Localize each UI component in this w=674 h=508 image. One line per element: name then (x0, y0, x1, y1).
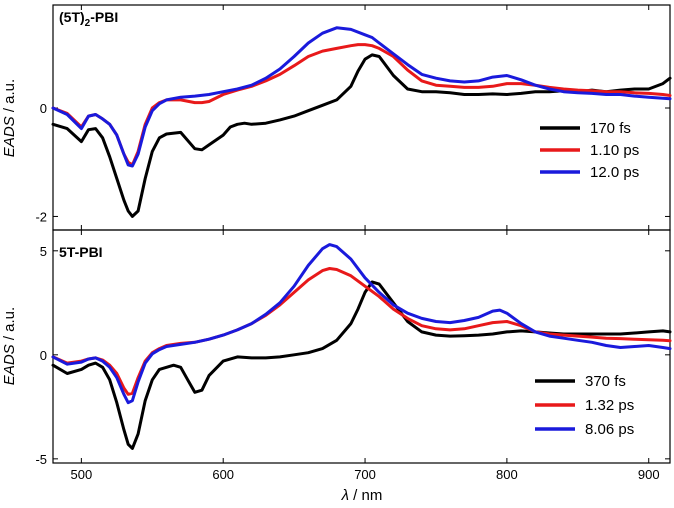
x-axis-label: λ / nm (341, 487, 383, 504)
legend: 170 fs 1.10 ps 12.0 ps (540, 120, 639, 181)
x-tick-label: 700 (354, 467, 376, 482)
legend-label: 12.0 ps (590, 164, 639, 181)
legend-label: 370 fs (585, 373, 626, 390)
series-line-2 (51, 26, 672, 168)
panel-5t-pbi: 500 600 700 800 900 -5 0 5 5T-PBI 370 fs 1.32 ps… (1, 229, 672, 482)
panel-title: (5T)2-PBI (59, 9, 118, 29)
panel-frame (52, 229, 671, 464)
legend-label: 8.06 ps (585, 421, 634, 438)
y-tick-label: 0 (40, 348, 47, 363)
panel-title: 5T-PBI (59, 244, 103, 260)
x-tick-label: 500 (71, 467, 93, 482)
panel-5t2-pbi: -2 0 (5T)2-PBI 170 fs 1.10 ps 12.0 ps EADS … (1, 4, 672, 231)
series-line-1 (51, 267, 672, 396)
series-lines (51, 26, 672, 218)
x-tick-label: 900 (638, 467, 660, 482)
series-line-0 (51, 53, 672, 218)
y-tick-label: 5 (40, 244, 47, 259)
axes-ticks: 500 600 700 800 900 -5 0 5 (35, 230, 670, 482)
y-tick-label: 0 (40, 101, 47, 116)
series-lines (51, 243, 672, 450)
legend: 370 fs 1.32 ps 8.06 ps (535, 373, 634, 438)
legend-label: 1.10 ps (590, 142, 639, 159)
panel-frame (52, 4, 671, 231)
legend-label: 170 fs (590, 120, 631, 137)
y-tick-label: -5 (35, 452, 47, 467)
x-tick-label: 600 (212, 467, 234, 482)
x-tick-label: 800 (496, 467, 518, 482)
y-axis-label: EADS / a.u. (1, 79, 18, 157)
y-axis-label: EADS / a.u. (1, 307, 18, 385)
series-line-2 (51, 243, 672, 405)
axes-ticks: -2 0 (35, 5, 670, 230)
y-tick-label: -2 (35, 209, 47, 224)
legend-label: 1.32 ps (585, 397, 634, 414)
